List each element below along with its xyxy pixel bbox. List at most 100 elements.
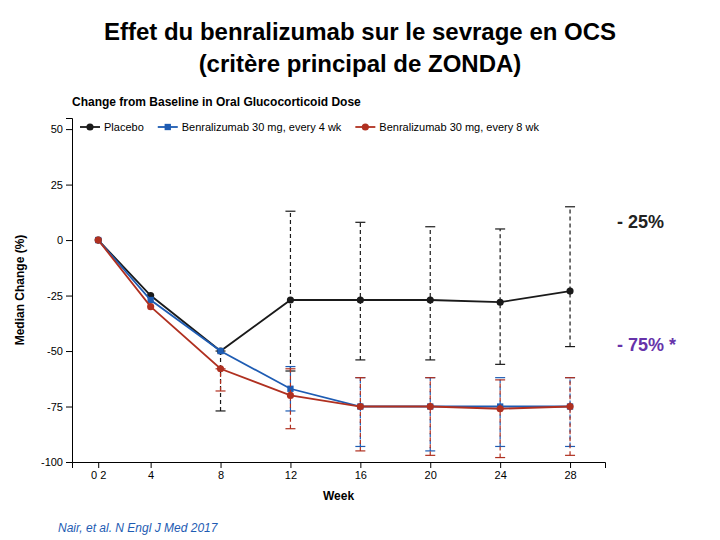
point bbox=[427, 296, 434, 303]
error-cap bbox=[355, 450, 365, 451]
error-cap bbox=[565, 455, 575, 456]
error-cap bbox=[565, 206, 575, 207]
x-tick-mark bbox=[570, 462, 571, 468]
error-cap bbox=[495, 457, 505, 458]
error-cap bbox=[425, 226, 435, 227]
error-cap bbox=[495, 364, 505, 365]
series bbox=[95, 236, 575, 457]
y-tick: -50 bbox=[47, 345, 72, 357]
error-bar bbox=[569, 207, 570, 347]
error-cap bbox=[355, 222, 365, 223]
y-tick: 50 bbox=[51, 123, 72, 135]
x-tick-mark bbox=[221, 462, 222, 468]
point bbox=[427, 403, 433, 409]
x-tick-mark bbox=[500, 462, 501, 468]
x-axis-title: Week bbox=[323, 489, 354, 503]
y-tick-mark bbox=[66, 296, 72, 297]
y-tick: 25 bbox=[51, 179, 72, 191]
error-cap bbox=[565, 346, 575, 347]
point bbox=[497, 405, 504, 412]
error-cap bbox=[216, 390, 226, 391]
y-axis: -100 -75 -50 -25 0 25 50 bbox=[41, 119, 73, 469]
error-bar bbox=[569, 378, 570, 456]
point bbox=[287, 296, 294, 303]
error-cap bbox=[355, 359, 365, 360]
error-bar bbox=[360, 378, 361, 451]
point bbox=[357, 403, 363, 409]
point bbox=[147, 297, 153, 303]
point bbox=[95, 237, 101, 243]
legend-item: Placebo bbox=[80, 121, 144, 133]
point bbox=[357, 403, 364, 410]
error-cap bbox=[425, 359, 435, 360]
y-tick: 0 bbox=[57, 234, 72, 246]
point bbox=[497, 299, 504, 306]
x-axis: 0 2481216202428 bbox=[73, 462, 606, 481]
x-tick-label: 24 bbox=[495, 469, 507, 481]
y-tick-mark bbox=[66, 129, 72, 130]
error-cap bbox=[495, 228, 505, 229]
error-cap bbox=[355, 377, 365, 378]
error-cap bbox=[355, 446, 365, 447]
y-tick-mark bbox=[66, 407, 72, 408]
plot-area: 0 2481216202428-100-75-50-2502550Placebo… bbox=[41, 119, 606, 481]
error-cap bbox=[495, 379, 505, 380]
error-cap bbox=[285, 211, 295, 212]
title: Effet du benralizumab sur le sevrage en … bbox=[104, 18, 616, 45]
x-tick: 12 bbox=[285, 462, 297, 481]
y-tick-label: -50 bbox=[47, 345, 63, 357]
x-tick-mark bbox=[360, 462, 361, 468]
annotation: - 25% bbox=[617, 212, 664, 232]
legend-label: Placebo bbox=[104, 121, 144, 133]
legend: PlaceboBenralizumab 30 mg, every 4 wkBen… bbox=[80, 121, 539, 133]
y-tick-label: 25 bbox=[51, 179, 63, 191]
x-tick: 16 bbox=[355, 462, 367, 481]
error-bar bbox=[360, 222, 361, 360]
legend-marker bbox=[362, 123, 369, 130]
point bbox=[95, 236, 102, 243]
error-cap bbox=[285, 368, 295, 369]
y-tick-mark bbox=[66, 185, 72, 186]
series-line bbox=[98, 240, 570, 351]
x-tick-mark bbox=[290, 462, 291, 468]
point bbox=[566, 288, 573, 295]
annotation: - 75% * bbox=[617, 335, 676, 355]
y-tick-label: -25 bbox=[47, 290, 63, 302]
error-bar bbox=[430, 378, 431, 456]
point bbox=[95, 236, 102, 243]
legend-item: Benralizumab 30 mg, every 8 wk bbox=[355, 121, 539, 133]
error-cap bbox=[216, 410, 226, 411]
error-bar bbox=[220, 351, 221, 411]
subtitle: Change from Baseline in Oral Glucocortic… bbox=[72, 95, 361, 109]
error-cap bbox=[565, 377, 575, 378]
x-tick: 0 2 bbox=[91, 462, 106, 481]
x-tick: 28 bbox=[564, 462, 576, 481]
series-line bbox=[98, 240, 570, 409]
error-cap bbox=[355, 377, 365, 378]
point bbox=[217, 348, 223, 354]
error-cap bbox=[495, 377, 505, 378]
error-bar bbox=[290, 211, 291, 371]
x-tick-label: 20 bbox=[425, 469, 437, 481]
error-cap bbox=[285, 366, 295, 367]
marks bbox=[95, 207, 575, 458]
error-cap bbox=[565, 377, 575, 378]
point bbox=[427, 403, 434, 410]
point bbox=[357, 296, 364, 303]
series bbox=[95, 207, 575, 411]
point bbox=[147, 303, 154, 310]
x-tick-mark bbox=[151, 462, 152, 468]
y-tick: -75 bbox=[47, 401, 72, 413]
x-tick-label: 16 bbox=[355, 469, 367, 481]
annotation: Nair, et al. N Engl J Med 2017 bbox=[58, 521, 219, 535]
y-tick-mark bbox=[66, 462, 72, 463]
y-axis-line bbox=[66, 119, 73, 463]
x-tick-mark bbox=[430, 462, 431, 468]
title: (critère principal de ZONDA) bbox=[199, 50, 522, 77]
error-cap bbox=[425, 377, 435, 378]
x-tick-label: 12 bbox=[285, 469, 297, 481]
y-tick: -100 bbox=[41, 456, 72, 468]
y-tick-label: -100 bbox=[41, 456, 63, 468]
error-bar bbox=[500, 229, 501, 364]
x-axis-line bbox=[73, 463, 606, 469]
